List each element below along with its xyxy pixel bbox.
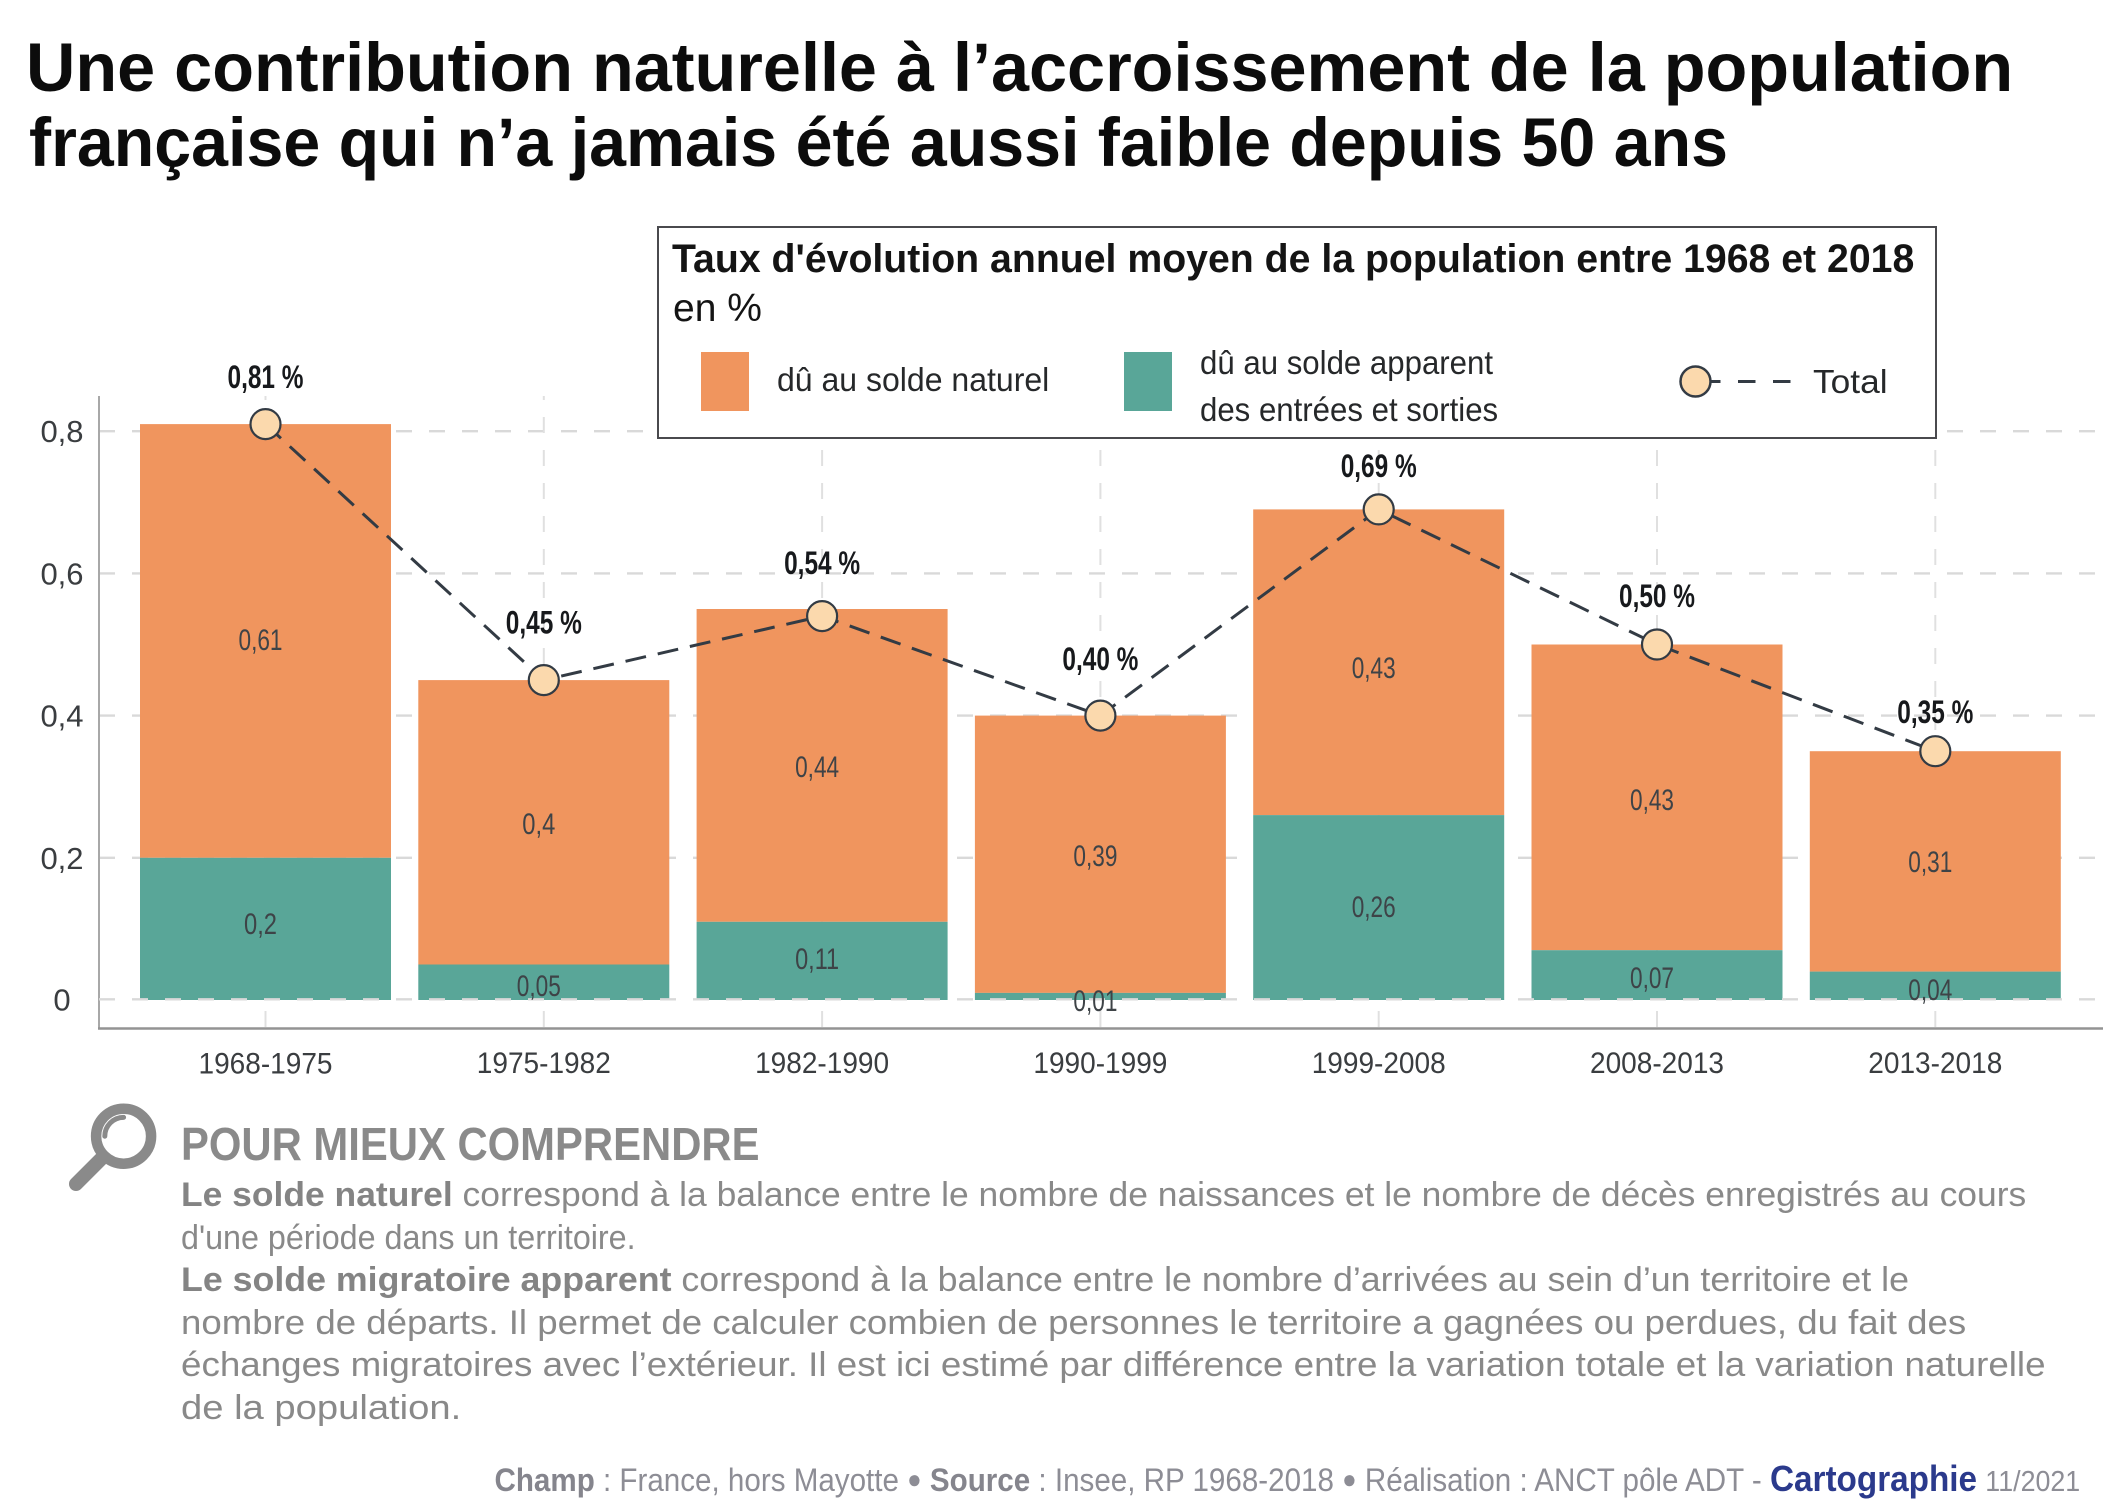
svg-text:0,07: 0,07 — [1630, 962, 1674, 995]
svg-text:0,6: 0,6 — [40, 556, 83, 591]
svg-text:0,44: 0,44 — [795, 751, 839, 784]
svg-text:0,69 %: 0,69 % — [1341, 448, 1417, 484]
svg-text:2008-2013: 2008-2013 — [1590, 1047, 1724, 1080]
svg-text:0,81 %: 0,81 % — [228, 359, 304, 395]
svg-text:0,2: 0,2 — [244, 908, 277, 941]
svg-text:0,04: 0,04 — [1908, 974, 1952, 1007]
svg-text:0,01: 0,01 — [1073, 985, 1117, 1018]
svg-text:0,11: 0,11 — [795, 943, 839, 976]
svg-text:0,61: 0,61 — [239, 624, 283, 657]
svg-text:0,4: 0,4 — [40, 699, 83, 734]
svg-text:0,45 %: 0,45 % — [506, 605, 582, 641]
svg-text:0,8: 0,8 — [40, 414, 83, 449]
svg-text:0,50 %: 0,50 % — [1619, 578, 1695, 614]
svg-text:1982-1990: 1982-1990 — [755, 1047, 889, 1080]
svg-text:0,4: 0,4 — [522, 808, 555, 841]
svg-text:0,05: 0,05 — [517, 970, 561, 1003]
svg-text:1999-2008: 1999-2008 — [1312, 1047, 1446, 1080]
svg-text:1990-1999: 1990-1999 — [1033, 1047, 1167, 1080]
svg-text:0,31: 0,31 — [1908, 846, 1952, 879]
svg-text:0,40 %: 0,40 % — [1062, 641, 1138, 677]
svg-text:0,26: 0,26 — [1352, 891, 1396, 924]
svg-text:0,54 %: 0,54 % — [784, 545, 860, 581]
svg-text:2013-2018: 2013-2018 — [1868, 1047, 2002, 1080]
svg-text:0,43: 0,43 — [1630, 784, 1674, 817]
svg-text:0: 0 — [53, 983, 70, 1018]
svg-text:0,35 %: 0,35 % — [1897, 694, 1973, 730]
svg-text:0,43: 0,43 — [1352, 652, 1396, 685]
svg-text:1968-1975: 1968-1975 — [199, 1048, 333, 1081]
svg-text:1975-1982: 1975-1982 — [477, 1047, 611, 1080]
svg-text:0,39: 0,39 — [1073, 840, 1117, 873]
svg-text:0,2: 0,2 — [40, 841, 83, 876]
